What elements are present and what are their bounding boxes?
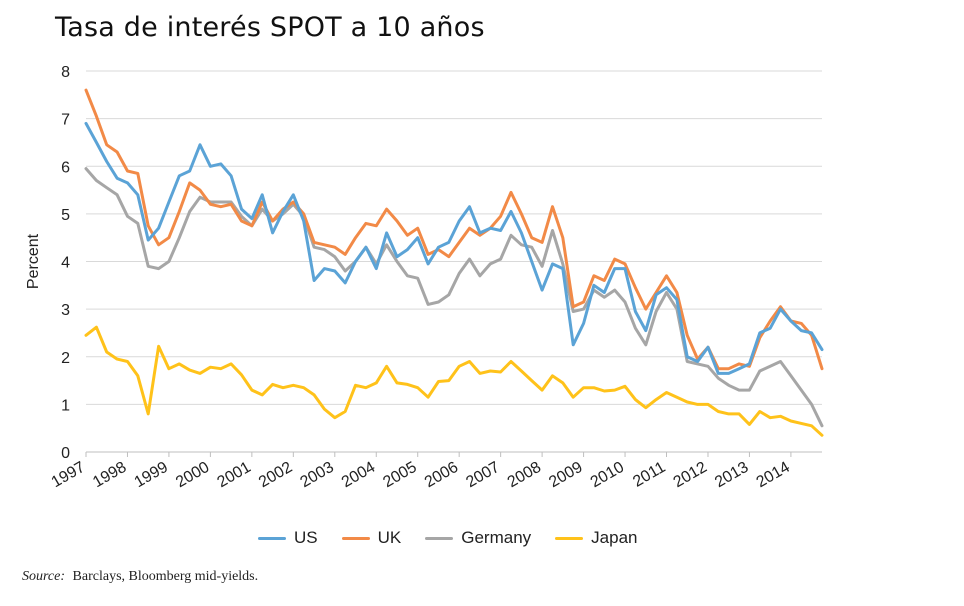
y-tick-label: 6 (61, 159, 70, 176)
legend-label-us: US (294, 528, 318, 547)
x-tick-label: 2004 (339, 459, 378, 492)
y-tick-label: 7 (61, 112, 70, 129)
series-line-japan (84, 325, 824, 437)
y-tick-label: 4 (61, 255, 70, 272)
x-tick-label: 2001 (215, 459, 254, 492)
x-tick-label: 2010 (588, 459, 627, 492)
legend-swatch-germany (425, 536, 454, 540)
x-tick-label: 2013 (712, 459, 751, 492)
legend-label-uk: UK (377, 528, 402, 547)
y-tick-label: 0 (61, 445, 70, 462)
x-tick-label: 2000 (173, 459, 212, 492)
y-tick-label: 1 (61, 397, 70, 414)
x-tick-label: 2011 (630, 459, 668, 491)
x-tick-label: 2012 (671, 459, 710, 492)
x-tick-label: 1997 (49, 459, 88, 492)
x-tick-label: 2007 (463, 459, 502, 492)
x-tick-label: 2014 (754, 459, 793, 492)
y-tick-label: 5 (61, 207, 70, 224)
legend-swatch-uk (341, 536, 370, 540)
x-tick-label: 1999 (132, 459, 171, 492)
legend-item-germany: Germany (425, 528, 531, 548)
x-tick-label: 2003 (297, 459, 336, 492)
legend: US UK Germany Japan (258, 528, 662, 548)
legend-swatch-japan (555, 536, 584, 540)
source-text: Barclays, Bloomberg mid-yields. (72, 569, 259, 584)
source-note: Source: Barclays, Bloomberg mid-yields. (22, 569, 258, 585)
chart-title: Tasa de interés SPOT a 10 años (55, 12, 485, 43)
x-tick-label: 2008 (505, 459, 544, 492)
y-tick-label: 3 (61, 302, 70, 319)
x-tick-label: 2006 (422, 459, 461, 492)
legend-swatch-us (258, 536, 286, 540)
x-tick-label: 2002 (256, 459, 295, 492)
x-tick-label: 1998 (90, 459, 129, 492)
legend-item-japan: Japan (555, 528, 638, 548)
series-line-germany (84, 167, 824, 428)
legend-item-uk: UK (341, 528, 402, 548)
y-tick-label: 2 (61, 350, 70, 367)
legend-label-germany: Germany (461, 528, 532, 547)
legend-item-us: US (258, 528, 318, 548)
source-label: Source: (22, 569, 66, 584)
legend-label-japan: Japan (591, 528, 638, 547)
x-tick-label: 2009 (546, 459, 585, 492)
y-axis-label: Percent (25, 233, 42, 289)
series-line-us (84, 121, 824, 375)
y-tick-label: 8 (61, 64, 70, 81)
x-tick-label: 2005 (380, 459, 419, 492)
